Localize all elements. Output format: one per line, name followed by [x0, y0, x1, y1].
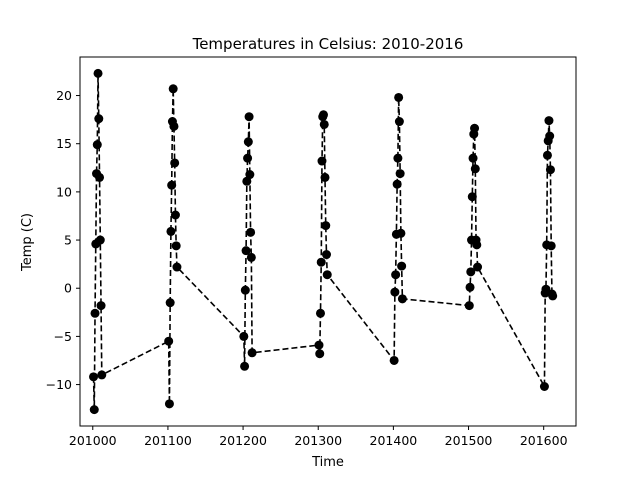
data-point: [167, 180, 177, 190]
data-point: [96, 301, 106, 311]
data-point: [166, 226, 176, 236]
x-tick-label: 201100: [144, 433, 192, 448]
data-point: [240, 285, 250, 295]
data-point: [89, 372, 99, 382]
data-point: [391, 270, 401, 280]
data-point: [314, 340, 324, 350]
data-point: [170, 210, 180, 220]
data-point: [468, 153, 478, 163]
x-tick-label: 201000: [69, 433, 117, 448]
data-point: [245, 170, 255, 180]
y-axis-ticks: −10 −5 0 5 10 15 20: [46, 88, 80, 392]
data-point: [545, 131, 555, 141]
data-point: [465, 282, 475, 292]
y-tick-label: −5: [54, 329, 72, 344]
data-point: [394, 117, 404, 127]
x-tick-label: 201300: [294, 433, 342, 448]
data-point: [397, 261, 407, 271]
data-point: [390, 287, 400, 297]
data-point: [392, 179, 402, 189]
data-point: [239, 331, 249, 341]
data-point: [464, 301, 474, 311]
data-point: [320, 172, 330, 182]
data-point: [95, 172, 105, 182]
data-point: [317, 156, 327, 166]
data-point: [548, 291, 558, 301]
y-tick-label: 10: [56, 184, 72, 199]
data-point: [467, 192, 477, 202]
data-point: [97, 370, 107, 380]
y-axis-label: Temp (C): [20, 213, 35, 272]
x-axis-label: Time: [311, 455, 344, 470]
data-point: [164, 399, 174, 409]
data-point: [165, 298, 175, 308]
data-point: [318, 110, 328, 120]
data-point: [472, 240, 482, 250]
data-point: [315, 308, 325, 318]
data-point: [241, 246, 251, 256]
x-tick-label: 201500: [445, 433, 493, 448]
data-point: [396, 228, 406, 238]
data-point: [321, 221, 331, 231]
data-point: [544, 116, 554, 126]
data-point: [397, 294, 407, 304]
data-point: [168, 84, 178, 94]
x-axis-ticks: 201000 201100 201200 201300 201400 201500 2016…: [69, 426, 568, 448]
data-point: [164, 336, 174, 346]
y-tick-label: −10: [46, 377, 72, 392]
data-point: [172, 262, 182, 272]
data-point: [470, 123, 480, 133]
data-point: [322, 270, 332, 280]
data-point: [470, 164, 480, 174]
y-tick-label: 20: [56, 88, 72, 103]
data-point: [466, 267, 476, 277]
data-point: [90, 308, 100, 318]
axes-frame: [79, 56, 577, 427]
data-point: [171, 241, 181, 251]
y-tick-label: 5: [64, 233, 72, 248]
y-tick-label: 15: [56, 136, 72, 151]
data-point: [247, 348, 257, 358]
data-point: [243, 137, 253, 147]
data-point: [395, 169, 405, 179]
data-point: [321, 250, 331, 260]
data-point: [546, 241, 556, 251]
data-point: [93, 68, 103, 78]
data-point: [243, 153, 253, 163]
data-point: [541, 284, 551, 294]
data-point: [393, 153, 403, 163]
data-point: [473, 262, 483, 272]
data-point: [319, 119, 329, 129]
data-point: [545, 165, 555, 175]
x-tick-label: 201600: [520, 433, 568, 448]
y-tick-label: 0: [64, 281, 72, 296]
x-tick-label: 201400: [370, 433, 418, 448]
x-tick-label: 201200: [219, 433, 267, 448]
data-point: [316, 257, 326, 267]
data-point: [240, 361, 250, 371]
data-point: [539, 381, 549, 391]
data-point: [89, 405, 99, 415]
data-point: [246, 227, 256, 237]
data-point: [315, 349, 325, 359]
data-point: [170, 158, 180, 168]
data-point: [95, 235, 105, 245]
data-point: [242, 176, 252, 186]
data-point: [389, 355, 399, 365]
chart-title: Temperatures in Celsius: 2010-2016: [192, 35, 464, 53]
data-point: [246, 252, 256, 262]
data-point: [169, 121, 179, 131]
data-point: [542, 150, 552, 160]
plot-area: [89, 68, 558, 415]
data-point: [92, 140, 102, 150]
data-point: [244, 112, 254, 122]
data-point: [94, 114, 104, 124]
data-point: [394, 92, 404, 102]
